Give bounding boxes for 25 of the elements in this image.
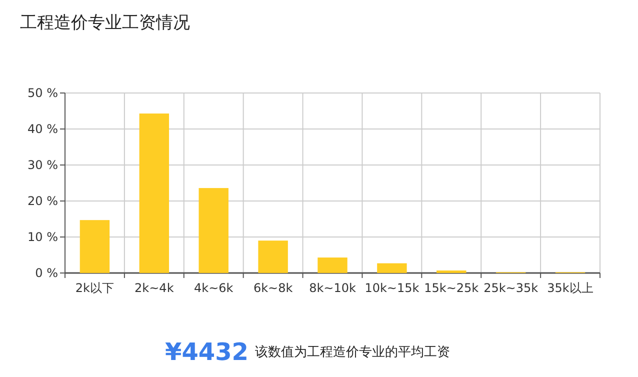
chart-title: 工程造价专业工资情况 xyxy=(20,13,190,33)
bar xyxy=(198,188,228,273)
x-tick-label: 15k~25k xyxy=(424,281,479,295)
y-tick-label: 20 % xyxy=(28,194,58,208)
x-tick-label: 6k~8k xyxy=(253,281,293,295)
text: ¥4432 xyxy=(165,338,248,366)
x-tick-label: 2k以下 xyxy=(75,281,114,295)
text: 该数值为工程造价专业的平均工资 xyxy=(255,344,450,360)
x-tick-label: 10k~15k xyxy=(364,281,420,295)
x-tick-label: 4k~6k xyxy=(194,281,234,295)
bar xyxy=(436,270,466,273)
y-tick-label: 30 % xyxy=(28,158,58,172)
y-tick-label: 0 % xyxy=(35,266,58,280)
bar xyxy=(318,258,348,273)
bar xyxy=(258,240,288,273)
bar xyxy=(80,220,110,273)
x-tick-label: 25k~35k xyxy=(484,281,538,295)
y-tick-label: 50 % xyxy=(28,86,58,100)
bar xyxy=(139,114,170,273)
x-tick-label: 8k~10k xyxy=(309,281,356,295)
y-tick-label: 40 % xyxy=(28,122,58,136)
x-tick-label: 35k以上 xyxy=(547,281,594,295)
bar xyxy=(377,263,407,273)
y-tick-label: 10 % xyxy=(28,230,58,244)
x-tick-label: 2k~4k xyxy=(134,281,174,295)
